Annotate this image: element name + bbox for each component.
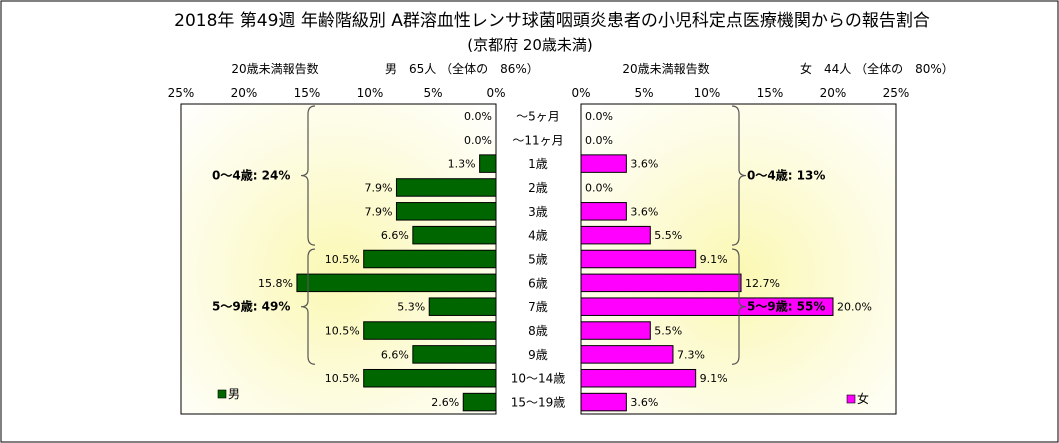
legend-male-swatch — [217, 389, 227, 399]
female-data-label: 20.0% — [837, 301, 872, 314]
male-bar — [428, 297, 497, 316]
category-label: 〜5ヶ月 — [516, 109, 560, 123]
category-label: 1歳 — [528, 157, 548, 171]
legend-male-label: 男 — [228, 387, 240, 401]
male-x-tick: 20% — [231, 86, 258, 100]
male-bar — [412, 345, 497, 364]
female-data-label: 3.6% — [630, 158, 658, 171]
category-label: 2歳 — [528, 181, 548, 195]
category-label: 5歳 — [528, 253, 548, 267]
male-axis-ticks: 25% 20% 15% 10% 5% 0% — [168, 86, 506, 100]
group-brace — [300, 105, 316, 246]
male-data-label: 5.3% — [397, 301, 425, 314]
category-label: 3歳 — [528, 205, 548, 219]
legend-female-swatch — [846, 394, 856, 404]
male-bar — [462, 392, 497, 412]
female-axis-ticks: 0% 5% 10% 15% 20% 25% — [571, 86, 909, 100]
female-data-label: 9.1% — [700, 372, 728, 385]
female-data-label: 3.6% — [630, 396, 658, 409]
male-bar — [412, 225, 497, 245]
male-bar — [479, 154, 497, 173]
male-x-tick: 15% — [294, 86, 321, 100]
female-data-label: 5.5% — [654, 325, 682, 338]
male-data-label: 6.6% — [381, 229, 409, 242]
group-brace — [731, 105, 747, 246]
female-bar — [580, 154, 627, 173]
male-x-tick: 5% — [423, 86, 442, 100]
female-data-label: 7.3% — [677, 348, 705, 361]
chart-subtitle: (京都府 20歳未満) — [467, 36, 593, 54]
male-bar — [395, 202, 497, 221]
male-data-label: 15.8% — [258, 277, 293, 290]
female-data-label: 3.6% — [630, 205, 658, 218]
male-data-label: 10.5% — [325, 325, 360, 338]
female-group-label: 5〜9歳: 55% — [747, 299, 825, 314]
female-x-tick: 10% — [694, 86, 721, 100]
female-bar — [580, 202, 627, 221]
female-bar — [580, 249, 697, 269]
female-bar — [580, 297, 834, 316]
legend-female-label: 女 — [857, 391, 869, 406]
female-data-label: 0.0% — [585, 181, 613, 194]
group-brace — [731, 248, 747, 365]
category-label: 7歳 — [528, 300, 548, 314]
female-bar — [580, 273, 742, 293]
male-bar — [296, 273, 497, 293]
female-data-label: 9.1% — [700, 253, 728, 266]
male-data-label: 0.0% — [464, 110, 492, 123]
male-bars: 0.0% 0.0% 1.3% 7.9% 7.9% 6.6% 10.5% 15.8% 5.3% 10… — [258, 110, 497, 412]
female-data-label: 5.5% — [654, 229, 682, 242]
male-group-label: 5〜9歳: 49% — [212, 299, 290, 314]
male-data-label: 7.9% — [365, 205, 393, 218]
male-data-label: 6.6% — [381, 348, 409, 361]
female-bar — [580, 345, 674, 364]
group-brace — [300, 248, 316, 365]
female-x-tick: 5% — [634, 86, 653, 100]
male-bar — [363, 321, 497, 340]
category-labels: 〜5ヶ月〜11ヶ月 1歳 2歳 3歳 4歳 5歳 6歳 7歳 8歳 9歳 10〜14歳 15〜19歳 — [511, 109, 566, 409]
male-header-left: 20歳未満報告数 — [231, 61, 318, 76]
male-data-label: 10.5% — [325, 372, 360, 385]
male-data-label: 0.0% — [464, 134, 492, 147]
male-group-label: 0〜4歳: 24% — [212, 168, 290, 183]
male-x-tick: 25% — [168, 86, 195, 100]
female-data-label: 0.0% — [585, 134, 613, 147]
female-group-label: 0〜4歳: 13% — [747, 168, 825, 183]
male-data-label: 7.9% — [365, 181, 393, 194]
category-label: 10〜14歳 — [511, 372, 566, 386]
category-label: 8歳 — [528, 324, 548, 338]
female-data-label: 0.0% — [585, 110, 613, 123]
female-x-tick: 20% — [820, 86, 847, 100]
male-data-label: 2.6% — [431, 396, 459, 409]
female-header-right: 女 44人 （全体の 80%） — [800, 61, 954, 76]
female-x-tick: 25% — [883, 86, 910, 100]
male-data-label: 1.3% — [448, 158, 476, 171]
female-bars: 0.0% 0.0% 3.6% 0.0% 3.6% 5.5% 9.1% 12.7% 20.0% 5.… — [580, 110, 872, 412]
category-label: 6歳 — [528, 276, 548, 290]
female-bar — [580, 225, 651, 245]
legend-female: 女 — [846, 391, 869, 406]
category-label: 9歳 — [528, 348, 548, 362]
male-bar — [395, 178, 497, 197]
female-header-left: 20歳未満報告数 — [622, 61, 709, 76]
female-bar — [580, 392, 627, 412]
male-data-label: 10.5% — [325, 253, 360, 266]
age-group-annotations: 0〜4歳: 24% 5〜9歳: 49% 0〜4歳: 13% 5〜9歳: 55% — [212, 105, 825, 365]
category-label: 15〜19歳 — [511, 396, 566, 410]
female-x-tick: 0% — [571, 86, 590, 100]
female-x-tick: 15% — [757, 86, 784, 100]
male-bar — [363, 368, 497, 388]
male-x-tick: 0% — [486, 86, 505, 100]
male-header-right: 男 65人 （全体の 86%） — [385, 61, 539, 76]
male-bar — [363, 249, 497, 269]
female-bar — [580, 321, 651, 340]
chart-title: 2018年 第49週 年齢階級別 A群溶血性レンサ球菌咽頭炎患者の小児科定点医療… — [174, 11, 930, 31]
category-label: 4歳 — [528, 229, 548, 243]
category-label: 〜11ヶ月 — [512, 133, 563, 147]
male-x-tick: 10% — [357, 86, 384, 100]
legend-male: 男 — [217, 387, 240, 401]
female-data-label: 12.7% — [745, 277, 780, 290]
female-bar — [580, 368, 697, 388]
